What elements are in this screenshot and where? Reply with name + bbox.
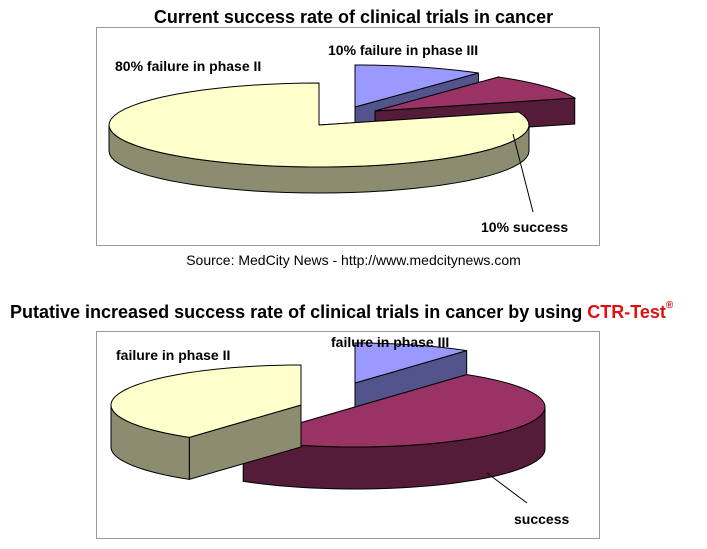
slice-label: success	[514, 511, 569, 527]
chart-1-source: Source: MedCity News - http://www.medcit…	[186, 252, 521, 268]
pie-slice-top	[354, 342, 467, 384]
pie-slice	[242, 373, 546, 490]
registered-mark: ®	[665, 300, 674, 311]
pie-chart-2: failure in phase II failure in phase III…	[110, 334, 569, 527]
slice-label: 80% failure in phase II	[115, 58, 261, 74]
slice-label: 10% failure in phase III	[328, 42, 478, 58]
pie-slice-top	[108, 82, 530, 168]
label-leader-line	[512, 133, 534, 213]
chart-1-title: Current success rate of clinical trials …	[153, 7, 554, 27]
pie-slice-top	[374, 76, 577, 112]
slice-label: 10% success	[481, 219, 568, 235]
pie-chart-1: 80% failure in phase II 10% failure in p…	[108, 42, 577, 235]
slice-label: failure in phase II	[116, 347, 230, 363]
pie-slice	[108, 82, 530, 194]
pie-slice-top	[354, 64, 479, 108]
label-leader-line	[486, 472, 528, 504]
ctr-test-brand: CTR-Test	[587, 302, 666, 322]
chart-2-title: Putative increased success rate of clini…	[10, 300, 674, 322]
pie-slice	[110, 364, 302, 481]
slice-label: failure in phase III	[331, 334, 449, 350]
pie-slice-top	[110, 364, 302, 438]
pie-slice-top	[243, 374, 546, 448]
